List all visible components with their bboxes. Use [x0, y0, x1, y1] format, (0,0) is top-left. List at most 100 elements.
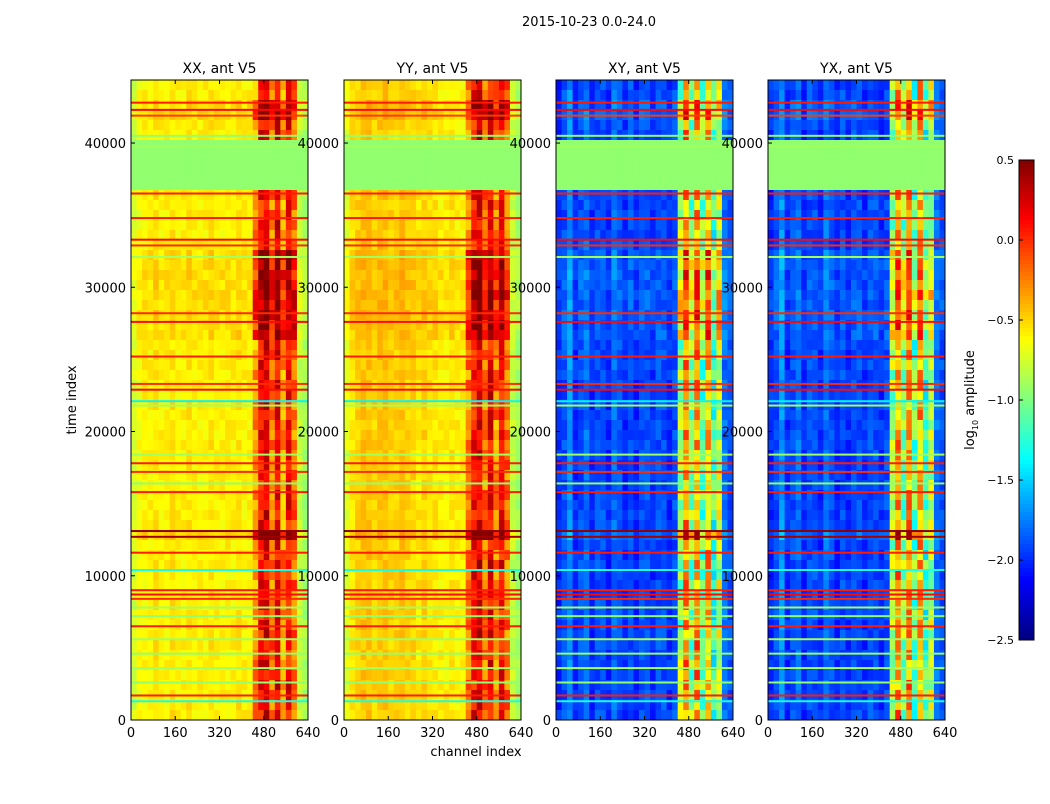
heatmap-cell	[589, 190, 595, 201]
heatmap-cell	[388, 440, 394, 451]
heatmap-cell	[208, 460, 214, 471]
heatmap-cell	[421, 340, 427, 351]
heatmap-cell	[197, 170, 203, 181]
heatmap-cell	[242, 80, 248, 91]
heatmap-cell	[291, 640, 297, 651]
heatmap-cell	[231, 310, 237, 321]
heatmap-cell	[258, 300, 264, 311]
heatmap-cell	[405, 340, 411, 351]
heatmap-cell	[584, 180, 590, 191]
heatmap-cell	[361, 540, 367, 551]
heatmap-cell	[253, 390, 259, 401]
heatmap-cell	[410, 420, 416, 431]
heatmap-cell	[275, 480, 281, 491]
heatmap-cell	[197, 190, 203, 201]
heatmap-cell	[280, 200, 286, 211]
heatmap-cell	[148, 640, 154, 651]
heatmap-cell	[466, 180, 472, 191]
heatmap-cell	[242, 190, 248, 201]
heatmap-cell	[394, 280, 400, 291]
heatmap-cell	[444, 280, 450, 291]
heatmap-cell	[253, 340, 259, 351]
heatmap-cell	[137, 330, 143, 341]
heatmap-cell	[499, 420, 505, 431]
heatmap-cell	[388, 340, 394, 351]
heatmap-cell	[164, 510, 170, 521]
heatmap-cell	[556, 160, 562, 171]
heatmap-cell	[192, 460, 198, 471]
heatmap-cell	[242, 390, 248, 401]
heatmap-cell	[510, 480, 516, 491]
heatmap-cell	[366, 390, 372, 401]
heatmap-cell	[444, 560, 450, 571]
heatmap-cell	[672, 80, 678, 91]
heatmap-cell	[159, 670, 165, 681]
heatmap-cell	[449, 220, 455, 231]
flag-line	[344, 383, 521, 385]
heatmap-cell	[131, 440, 137, 451]
heatmap-cell	[573, 170, 579, 181]
heatmap-cell	[159, 390, 165, 401]
heatmap-cell	[247, 410, 253, 421]
heatmap-cell	[399, 670, 405, 681]
heatmap-cell	[650, 250, 656, 261]
flag-line	[344, 606, 521, 608]
heatmap-cell	[656, 280, 662, 291]
heatmap-cell	[203, 310, 209, 321]
heatmap-cell	[394, 160, 400, 171]
heatmap-cell	[350, 350, 356, 361]
heatmap-cell	[197, 180, 203, 191]
heatmap-cell	[433, 430, 439, 441]
heatmap-cell	[242, 90, 248, 101]
heatmap-cell	[405, 480, 411, 491]
heatmap-cell	[142, 90, 148, 101]
heatmap-cell	[427, 460, 433, 471]
heatmap-cell	[504, 600, 510, 611]
heatmap-cell	[148, 430, 154, 441]
heatmap-cell	[137, 180, 143, 191]
heatmap-cell	[399, 520, 405, 531]
heatmap-cell	[471, 560, 477, 571]
heatmap-cell	[477, 300, 483, 311]
heatmap-cell	[131, 270, 137, 281]
heatmap-cell	[584, 260, 590, 271]
heatmap-cell	[297, 370, 303, 381]
heatmap-cell	[208, 190, 214, 201]
heatmap-cell	[383, 330, 389, 341]
heatmap-cell	[399, 510, 405, 521]
heatmap-cell	[689, 310, 695, 321]
heatmap-cell	[153, 310, 159, 321]
heatmap-cell	[291, 600, 297, 611]
heatmap-cell	[410, 510, 416, 521]
heatmap-cell	[197, 650, 203, 661]
heatmap-cell	[471, 300, 477, 311]
heatmap-cell	[471, 170, 477, 181]
heatmap-cell	[236, 640, 242, 651]
heatmap-cell	[258, 330, 264, 341]
heatmap-cell	[159, 260, 165, 271]
heatmap-cell	[208, 410, 214, 421]
heatmap-cell	[286, 560, 292, 571]
heatmap-cell	[269, 640, 275, 651]
heatmap-cell	[131, 330, 137, 341]
heatmap-cell	[460, 410, 466, 421]
heatmap-cell	[482, 310, 488, 321]
heatmap-cell	[504, 180, 510, 191]
heatmap-cell	[372, 410, 378, 421]
heatmap-cell	[280, 290, 286, 301]
flag-line	[344, 244, 521, 246]
heatmap-cell	[650, 160, 656, 171]
heatmap-cell	[203, 370, 209, 381]
heatmap-cell	[247, 310, 253, 321]
heatmap-cell	[372, 330, 378, 341]
heatmap-cell	[291, 300, 297, 311]
heatmap-cell	[361, 430, 367, 441]
heatmap-cell	[214, 120, 220, 131]
heatmap-cell	[584, 300, 590, 311]
heatmap-cell	[410, 120, 416, 131]
heatmap-cell	[291, 270, 297, 281]
heatmap-cell	[405, 90, 411, 101]
heatmap-cell	[148, 360, 154, 371]
heatmap-cell	[466, 170, 472, 181]
